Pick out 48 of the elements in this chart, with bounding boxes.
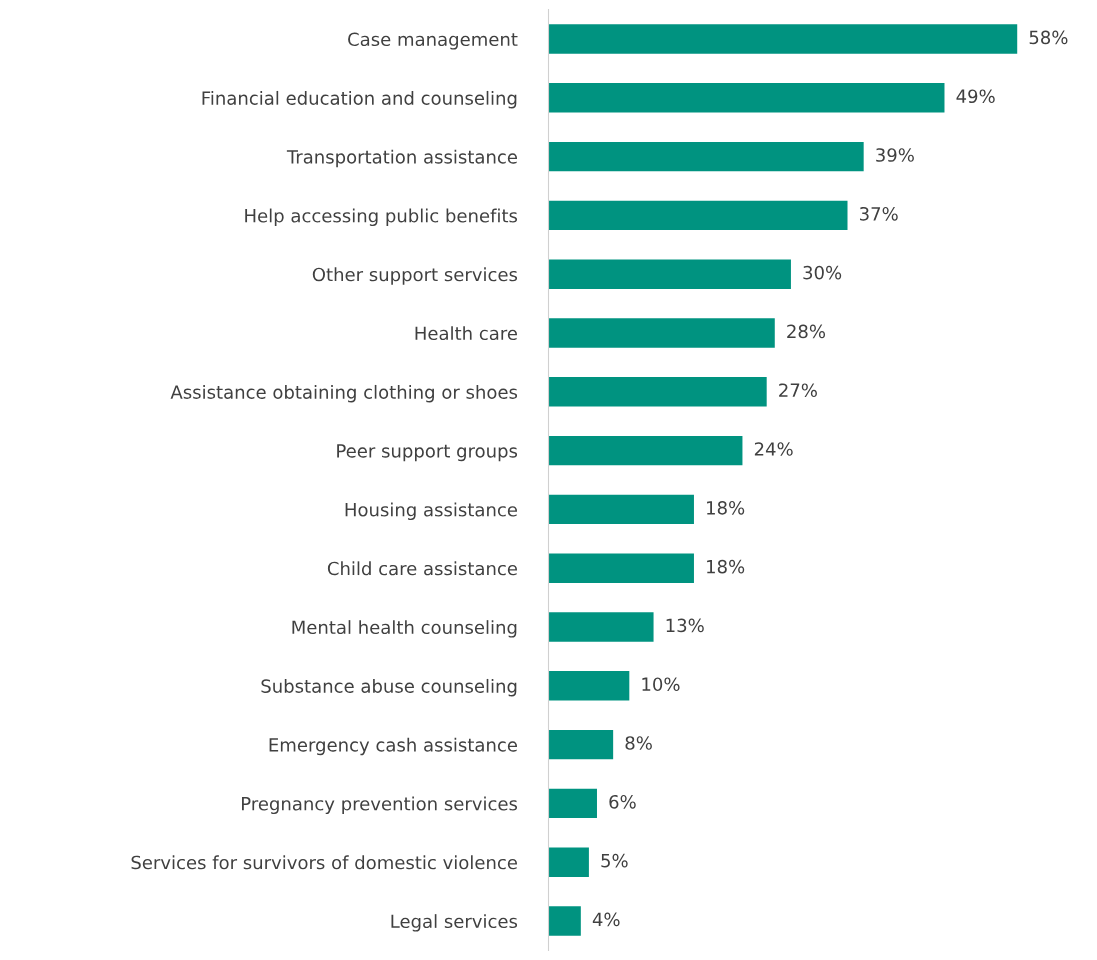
y-tick-label: Substance abuse counseling xyxy=(261,678,517,697)
data-label: 8% xyxy=(625,736,652,750)
bar xyxy=(548,553,694,583)
data-label: 39% xyxy=(876,148,914,162)
y-tick-label: Housing assistance xyxy=(345,502,517,521)
y-tick-label: Child care assistance xyxy=(327,561,517,576)
data-label: 49% xyxy=(956,89,995,104)
bar xyxy=(548,259,791,289)
y-tick-label: Transportation assistance xyxy=(286,149,517,168)
y-tick-label: Legal services xyxy=(391,914,518,932)
bar xyxy=(548,847,589,877)
data-label: 6% xyxy=(609,794,636,809)
data-label: 13% xyxy=(666,618,704,633)
y-tick-label: Help accessing public benefits xyxy=(245,208,518,227)
data-label: 37% xyxy=(860,206,898,221)
y-tick-label: Financial education and counseling xyxy=(202,90,517,109)
data-label: 18% xyxy=(707,500,745,515)
bar xyxy=(548,906,581,936)
data-label: 24% xyxy=(754,442,793,456)
y-tick-label: Emergency cash assistance xyxy=(269,737,517,756)
data-label: 28% xyxy=(787,324,826,339)
y-tick-label: Mental health counseling xyxy=(292,620,517,638)
y-tick-label: Pregnancy prevention services xyxy=(242,796,518,815)
bar xyxy=(548,494,694,525)
data-label: 58% xyxy=(1029,30,1068,45)
bar xyxy=(548,24,1018,54)
bar xyxy=(548,141,864,172)
data-label: 5% xyxy=(601,853,628,868)
bar xyxy=(548,377,767,407)
bar xyxy=(548,788,597,819)
bar xyxy=(548,200,848,231)
y-tick-label: Services for survivors of domestic violence xyxy=(131,855,517,870)
bar xyxy=(548,729,614,760)
y-tick-label: Case management xyxy=(348,32,518,50)
bar xyxy=(548,435,743,466)
y-tick-label: Assistance obtaining clothing or shoes xyxy=(170,384,518,403)
bar xyxy=(548,612,654,642)
data-label: 18% xyxy=(707,559,745,574)
data-label: 4% xyxy=(592,912,620,927)
data-label: 10% xyxy=(642,677,680,692)
y-tick-label: Health care xyxy=(415,326,517,341)
bar xyxy=(548,318,775,348)
bar xyxy=(548,671,630,701)
bar xyxy=(548,83,945,113)
data-label: 30% xyxy=(803,265,842,280)
data-label: 27% xyxy=(779,383,817,398)
y-tick-label: Peer support groups xyxy=(337,444,518,462)
y-tick-label: Other support services xyxy=(312,267,518,285)
